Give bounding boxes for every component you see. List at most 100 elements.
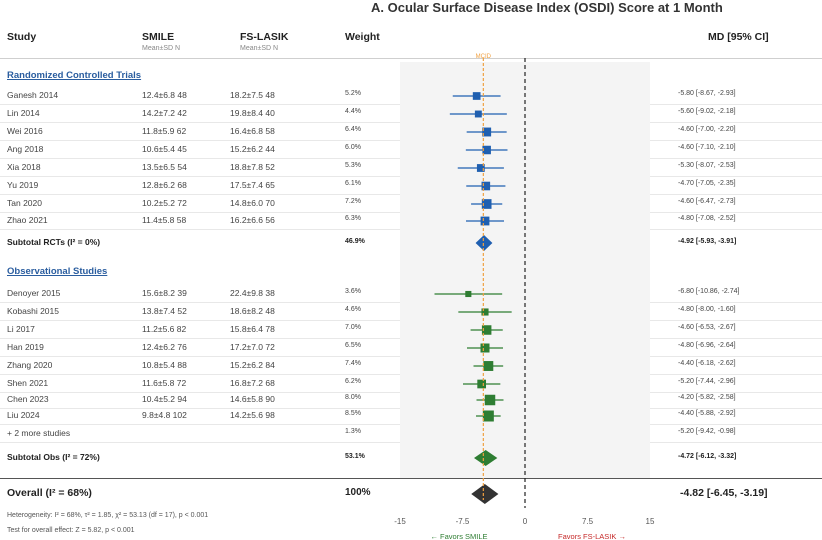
fslasik-mean-sd-n: 22.4±9.8 38 <box>230 288 275 298</box>
study-name: Zhang 2020 <box>7 360 53 370</box>
study-weight: 8.5% <box>345 410 361 417</box>
effect-square <box>472 92 481 100</box>
header-fslasik: FS-LASIK <box>240 31 289 43</box>
x-tick-label: -7.5 <box>456 517 470 526</box>
study-weight: 6.2% <box>345 378 361 385</box>
study-md-ci: -5.30 [-8.07, -2.53] <box>678 162 736 169</box>
smile-mean-sd-n: 11.8±5.9 62 <box>142 126 187 136</box>
fslasik-mean-sd-n: 18.2±7.5 48 <box>230 90 275 100</box>
study-name: Han 2019 <box>7 342 44 352</box>
subtotal-weight: 53.1% <box>345 453 365 460</box>
subtotal-diamond <box>474 450 498 466</box>
header-smile: SMILE <box>142 31 175 43</box>
smile-mean-sd-n: 13.5±6.5 54 <box>142 162 187 172</box>
study-md-ci: -4.70 [-7.05, -2.35] <box>678 180 736 187</box>
study-weight: 6.0% <box>345 144 361 151</box>
study-md-ci: -4.40 [-5.88, -2.92] <box>678 410 736 417</box>
effect-square <box>481 181 491 191</box>
study-weight: 7.2% <box>345 198 361 205</box>
study-weight: 4.6% <box>345 306 361 313</box>
overall-weight: 100% <box>345 487 371 498</box>
footnote-overall-effect: Test for overall effect: Z = 5.82, p < 0… <box>7 527 135 534</box>
x-tick-label: 0 <box>523 517 528 526</box>
study-md-ci: -6.80 [-10.86, -2.74] <box>678 288 740 295</box>
header-smile-sub: Mean±SD N <box>142 45 181 52</box>
study-weight: 5.3% <box>345 162 361 169</box>
smile-mean-sd-n: 11.6±5.8 72 <box>142 378 187 388</box>
study-weight: 5.2% <box>345 90 361 97</box>
overall-label: Overall (I² = 68%) <box>7 487 92 499</box>
study-weight: 6.4% <box>345 126 361 133</box>
smile-mean-sd-n: 12.4±6.2 76 <box>142 342 187 352</box>
study-weight: 4.4% <box>345 108 361 115</box>
study-weight: 6.1% <box>345 180 361 187</box>
header-md-ci: MD [95% CI] <box>708 31 769 43</box>
study-md-ci: -4.20 [-5.82, -2.58] <box>678 394 736 401</box>
fslasik-mean-sd-n: 17.5±7.4 65 <box>230 180 275 190</box>
fslasik-mean-sd-n: 17.2±7.0 72 <box>230 342 275 352</box>
effect-square <box>482 145 491 155</box>
header-weight: Weight <box>345 31 380 43</box>
study-name: Yu 2019 <box>7 180 39 190</box>
fslasik-mean-sd-n: 18.6±8.2 48 <box>230 306 275 316</box>
fslasik-mean-sd-n: 15.2±6.2 44 <box>230 144 275 154</box>
study-name: Ganesh 2014 <box>7 90 59 100</box>
effect-square <box>483 361 494 371</box>
smile-mean-sd-n: 14.2±7.2 42 <box>142 108 187 118</box>
fslasik-mean-sd-n: 18.8±7.8 52 <box>230 162 275 172</box>
study-md-ci: -4.60 [-6.47, -2.73] <box>678 198 736 205</box>
smile-mean-sd-n: 10.2±5.2 72 <box>142 198 187 208</box>
study-weight: 8.0% <box>345 394 361 401</box>
smile-mean-sd-n: 10.4±5.2 94 <box>142 394 187 404</box>
study-name: + 2 more studies <box>7 428 71 438</box>
effect-square <box>474 110 482 118</box>
study-name: Chen 2023 <box>7 394 49 404</box>
effect-square <box>481 308 489 316</box>
subtotal-md-ci: -4.72 [-6.12, -3.32] <box>678 453 737 460</box>
study-md-ci: -4.40 [-6.18, -2.62] <box>678 360 736 367</box>
fslasik-mean-sd-n: 15.8±6.4 78 <box>230 324 275 334</box>
study-weight: 3.6% <box>345 288 361 295</box>
study-name: Li 2017 <box>7 324 35 334</box>
subtotal-weight: 46.9% <box>345 238 365 245</box>
fslasik-mean-sd-n: 19.8±8.4 40 <box>230 108 275 118</box>
effect-square <box>481 199 492 209</box>
smile-mean-sd-n: 15.6±8.2 39 <box>142 288 187 298</box>
smile-mean-sd-n: 10.6±5.4 45 <box>142 144 187 154</box>
subtotal-md-ci: -4.92 [-5.93, -3.91] <box>678 238 737 245</box>
smile-mean-sd-n: 13.8±7.4 52 <box>142 306 187 316</box>
smile-mean-sd-n: 12.8±6.2 68 <box>142 180 187 190</box>
effect-square <box>477 379 487 389</box>
study-md-ci: -5.20 [-7.44, -2.96] <box>678 378 736 385</box>
study-weight: 6.3% <box>345 215 361 222</box>
study-name: Zhao 2021 <box>7 215 48 225</box>
favors-smile-label: ← Favors SMILE <box>430 532 487 540</box>
study-name: Denoyer 2015 <box>7 288 61 298</box>
x-tick-label: -15 <box>394 517 406 526</box>
study-name: Kobashi 2015 <box>7 306 59 316</box>
fslasik-mean-sd-n: 14.2±5.6 98 <box>230 410 275 420</box>
study-name: Ang 2018 <box>7 144 44 154</box>
footnote-heterogeneity: Heterogeneity: I² = 68%, τ² = 1.85, χ² =… <box>7 512 209 519</box>
fslasik-mean-sd-n: 16.4±6.8 58 <box>230 126 275 136</box>
effect-square <box>482 410 494 422</box>
study-name: Wei 2016 <box>7 126 43 136</box>
favors-fslasik-label: Favors FS-LASIK → <box>558 532 626 540</box>
effect-square <box>476 164 485 172</box>
study-md-ci: -5.80 [-8.67, -2.93] <box>678 90 736 97</box>
study-name: Xia 2018 <box>7 162 41 172</box>
subtotal-label: Subtotal Obs (I² = 72%) <box>7 452 100 462</box>
study-md-ci: -4.80 [-7.08, -2.52] <box>678 215 736 222</box>
study-md-ci: -5.20 [-9.42, -0.98] <box>678 428 736 435</box>
header-study: Study <box>7 31 37 43</box>
study-name: Shen 2021 <box>7 378 49 388</box>
x-tick-label: 15 <box>646 517 655 526</box>
study-name: Lin 2014 <box>7 108 40 118</box>
fslasik-mean-sd-n: 16.2±6.6 56 <box>230 215 275 225</box>
smile-mean-sd-n: 11.4±5.8 58 <box>142 215 187 225</box>
smile-mean-sd-n: 10.8±5.4 88 <box>142 360 187 370</box>
effect-square <box>482 127 492 137</box>
header-fslasik-sub: Mean±SD N <box>240 45 279 52</box>
fslasik-mean-sd-n: 16.8±7.2 68 <box>230 378 275 388</box>
